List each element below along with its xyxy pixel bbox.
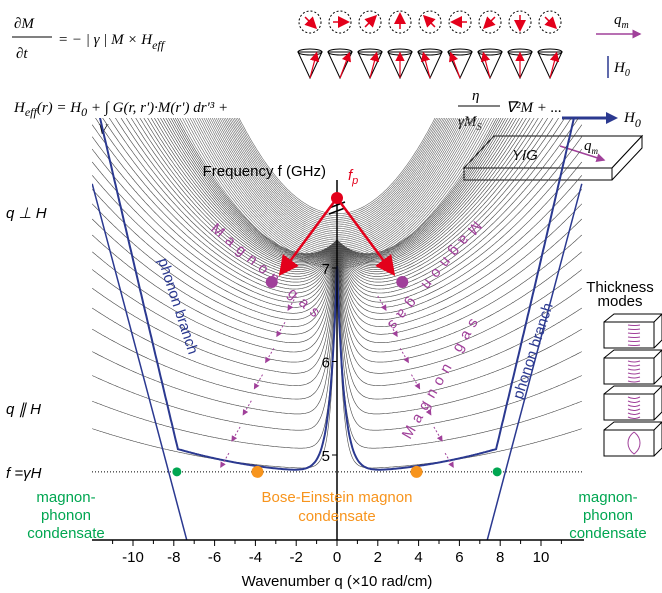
- label: Magnon gas: [399, 310, 485, 442]
- bec-dot: [251, 466, 263, 478]
- label: Bose-Einstein magnon: [262, 489, 413, 506]
- y-tick-label: 5: [322, 448, 330, 465]
- cone: [418, 52, 442, 78]
- gas-arrow: [378, 296, 386, 310]
- mpc-dot: [172, 467, 181, 476]
- eq-part: ∇²M + ...: [506, 100, 562, 116]
- label: condensate: [569, 525, 647, 542]
- mpc-dot: [493, 467, 502, 476]
- label: condensate: [27, 525, 105, 542]
- label: condensate: [298, 508, 376, 525]
- h0-head: [606, 112, 618, 124]
- x-tick-label: 8: [496, 549, 504, 566]
- mode-box: [604, 422, 662, 456]
- x-tick-label: -4: [249, 549, 262, 566]
- pump-dot: [331, 192, 343, 204]
- h0-label: H0: [623, 110, 641, 130]
- eq-rhs: = − | γ | M × Heff: [58, 32, 166, 52]
- x-tick-label: 6: [455, 549, 463, 566]
- x-tick-label: -10: [122, 549, 144, 566]
- x-tick-label: -6: [208, 549, 221, 566]
- label: magnon-: [578, 489, 637, 506]
- x-tick-label: 4: [414, 549, 422, 566]
- bec-dot: [411, 466, 423, 478]
- spin-arrow: [425, 17, 435, 27]
- eq-num: η: [472, 88, 479, 104]
- q-label: qm: [614, 12, 629, 31]
- label: f =γH: [6, 465, 42, 482]
- eq-sub: eff: [152, 38, 166, 52]
- cone: [358, 52, 382, 78]
- magnon-dot: [396, 276, 408, 288]
- eq-part: = − | γ | M × H: [58, 32, 153, 48]
- pump-label: fp: [348, 167, 358, 187]
- y-axis-label: Frequency f (GHz): [203, 163, 326, 180]
- spin-row: [298, 11, 562, 78]
- label: phonon branch: [510, 301, 557, 401]
- x-tick-label: 10: [533, 549, 550, 566]
- q-sub: m: [592, 146, 599, 156]
- label: magnon-: [36, 489, 95, 506]
- label: q ∥ H: [6, 401, 41, 418]
- label: q ⊥ H: [6, 205, 47, 222]
- x-tick-label: 0: [333, 549, 341, 566]
- gas-arrow: [232, 427, 240, 441]
- spin-arrow: [305, 17, 315, 27]
- eq-den: ∂t: [16, 46, 28, 62]
- gas-arrow: [434, 427, 442, 441]
- label: phonon: [41, 507, 91, 524]
- y-tick-label: 7: [322, 261, 330, 278]
- cone: [538, 52, 562, 78]
- label: phonon: [583, 507, 633, 524]
- h-sub: 0: [635, 116, 641, 130]
- y-tick-label: 6: [322, 355, 330, 372]
- spin-arrow: [545, 17, 555, 27]
- gas-arrow: [254, 375, 262, 389]
- gas-arrow: [277, 322, 285, 336]
- h-label: H0: [613, 60, 630, 79]
- cone: [298, 52, 322, 78]
- eq2: Heff(r) = H0 + ∫ G(r, r')·M(r') dr'³ +: [13, 100, 228, 119]
- q-sub: m: [622, 20, 629, 31]
- mode-box: [604, 350, 662, 384]
- x-tick-label: -2: [290, 549, 303, 566]
- gas-arrow: [266, 348, 274, 362]
- figure: ∂M ∂t = − | γ | M × Heff Heff(r) = H0 + …: [0, 0, 662, 593]
- eq-num: ∂M: [14, 16, 35, 32]
- spin-arrow: [485, 17, 495, 27]
- h-sub: 0: [625, 68, 630, 79]
- gas-arrow: [400, 348, 408, 362]
- eq-part: (r) = H: [37, 100, 82, 116]
- x-tick-label: -8: [167, 549, 180, 566]
- x-tick-label: 2: [374, 549, 382, 566]
- thickness-modes: [604, 314, 662, 456]
- pump-sub: p: [351, 175, 358, 187]
- mode-box: [604, 314, 662, 348]
- cone: [478, 52, 502, 78]
- gas-arrow: [411, 375, 419, 389]
- x-axis-label: Wavenumber q (×10 rad/cm): [242, 573, 433, 590]
- eq-part: + ∫ G(r, r')·M(r') dr'³ +: [87, 100, 228, 116]
- spin-arrow: [365, 17, 375, 27]
- thickness-label: modes: [597, 293, 642, 310]
